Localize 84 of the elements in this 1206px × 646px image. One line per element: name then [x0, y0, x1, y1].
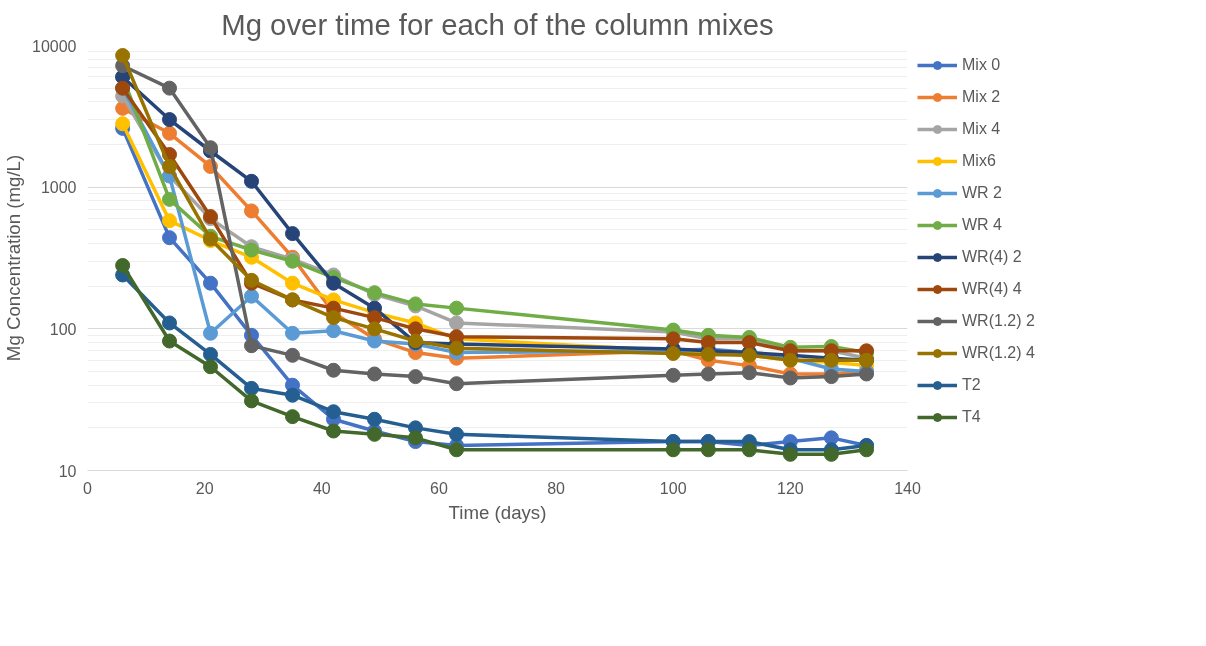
point	[741, 365, 757, 381]
x-tick-label: 20	[195, 479, 214, 497]
point	[665, 367, 681, 383]
point	[162, 191, 177, 207]
point	[741, 442, 757, 458]
point	[244, 173, 259, 189]
point	[285, 325, 300, 341]
point	[203, 346, 218, 362]
point	[700, 442, 716, 458]
point	[823, 446, 839, 462]
point	[449, 340, 464, 356]
point	[367, 411, 382, 427]
y-tick-label: 100	[49, 320, 77, 338]
point	[326, 423, 341, 439]
point	[115, 258, 131, 273]
point	[285, 275, 300, 291]
point	[700, 366, 716, 382]
point	[162, 158, 177, 174]
point	[162, 333, 177, 349]
point	[203, 275, 218, 291]
legend-label: Mix 0	[962, 56, 1001, 74]
x-tick-label: 100	[659, 479, 687, 497]
x-tick-label: 40	[312, 479, 331, 497]
y-tick-label: 10	[58, 462, 77, 480]
legend-label: WR(1.2) 4	[962, 344, 1035, 362]
chart-title: Mg over time for each of the column mixes	[221, 7, 774, 41]
legend-label: T2	[962, 376, 982, 394]
point	[115, 116, 131, 132]
legend-label: Mix 4	[962, 120, 1001, 138]
point	[244, 380, 259, 396]
legend-label: WR(4) 4	[962, 280, 1022, 298]
point	[162, 125, 177, 141]
point	[285, 226, 300, 242]
point	[408, 321, 423, 337]
legend-label: Mix6	[962, 152, 996, 170]
point	[326, 275, 341, 291]
point	[162, 213, 177, 229]
point	[244, 203, 259, 219]
legend-label: T4	[962, 408, 982, 426]
x-tick-label: 120	[777, 479, 804, 497]
x-tick-label: 80	[547, 479, 566, 497]
x-tick-label: 60	[430, 479, 448, 497]
point	[782, 370, 798, 386]
point	[285, 387, 300, 403]
legend-label: WR 4	[962, 216, 1002, 234]
point	[449, 315, 464, 331]
point	[859, 442, 874, 458]
point	[244, 338, 259, 354]
point	[162, 230, 177, 246]
y-tick-label: 1000	[40, 179, 77, 197]
point	[326, 362, 341, 378]
point	[449, 376, 464, 392]
point	[285, 347, 300, 363]
point	[449, 442, 464, 458]
y-axis-title: Mg Concentration (mg/L)	[3, 154, 25, 362]
x-tick-label: 0	[83, 479, 93, 497]
x-tick-label: 140	[894, 479, 921, 497]
x-axis-title: Time (days)	[448, 501, 547, 523]
point	[285, 409, 300, 425]
point	[408, 369, 423, 385]
point	[162, 112, 177, 128]
point	[115, 48, 131, 63]
point	[326, 310, 341, 326]
point	[665, 442, 681, 458]
legend-label: WR(1.2) 2	[962, 312, 1035, 330]
point	[162, 80, 177, 96]
legend-label: Mix 2	[962, 88, 1001, 106]
point	[782, 446, 798, 462]
point	[449, 426, 464, 442]
legend-label: WR(4) 2	[962, 248, 1022, 266]
point	[244, 288, 259, 304]
point	[203, 325, 218, 341]
point	[367, 366, 382, 382]
point	[162, 315, 177, 331]
legend-label: WR 2	[962, 184, 1002, 202]
point	[367, 321, 382, 337]
point	[449, 300, 464, 316]
y-tick-label: 10000	[32, 37, 77, 55]
point	[244, 393, 259, 409]
point	[203, 359, 218, 375]
point	[326, 323, 341, 339]
point	[326, 404, 341, 420]
point	[408, 430, 423, 446]
point	[741, 335, 757, 351]
